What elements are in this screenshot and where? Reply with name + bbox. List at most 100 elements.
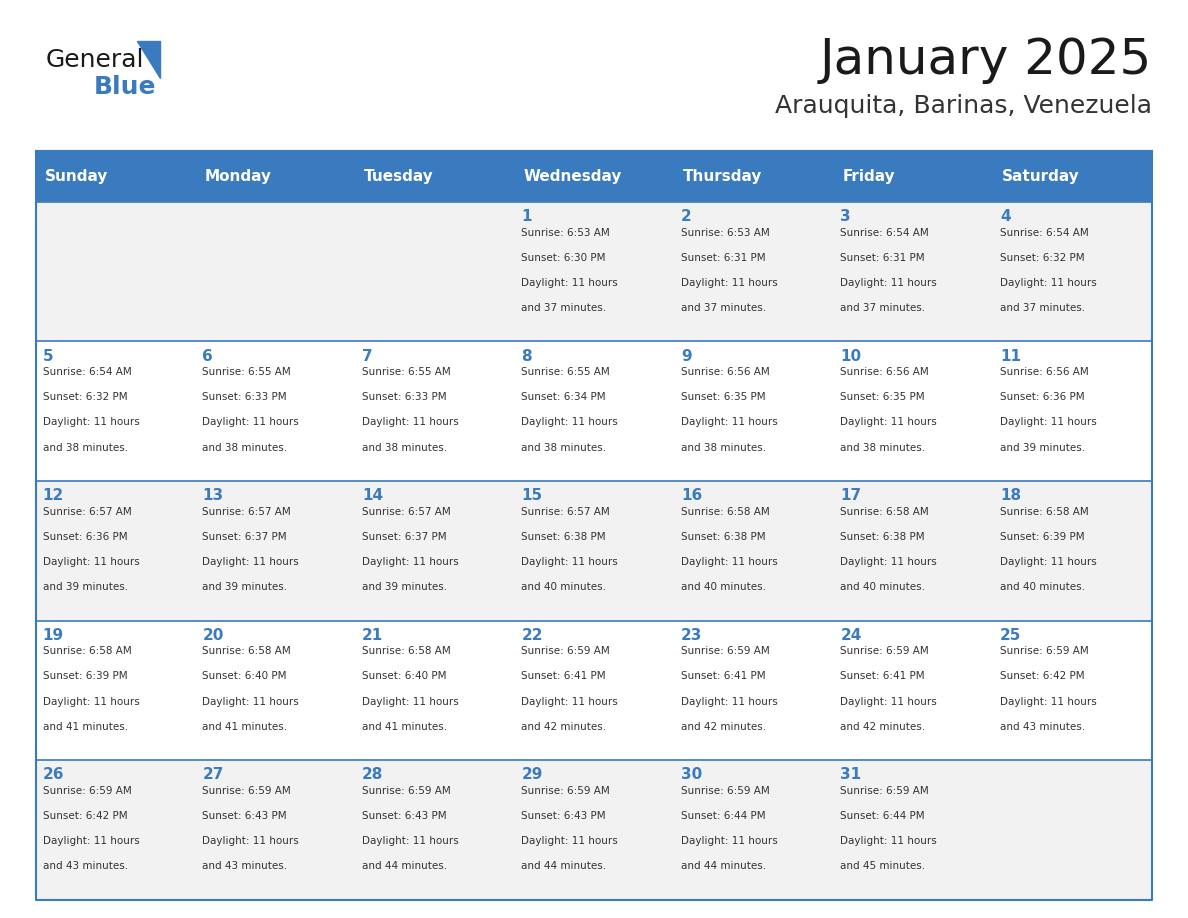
Text: and 40 minutes.: and 40 minutes.: [681, 582, 766, 592]
Text: Wednesday: Wednesday: [524, 169, 623, 185]
Text: Sunset: 6:43 PM: Sunset: 6:43 PM: [202, 811, 287, 821]
Text: Sunrise: 6:59 AM: Sunrise: 6:59 AM: [840, 786, 929, 796]
FancyBboxPatch shape: [514, 202, 674, 341]
Text: Daylight: 11 hours: Daylight: 11 hours: [362, 557, 459, 567]
Text: Daylight: 11 hours: Daylight: 11 hours: [681, 557, 778, 567]
Text: and 42 minutes.: and 42 minutes.: [681, 722, 766, 732]
Text: Daylight: 11 hours: Daylight: 11 hours: [522, 557, 618, 567]
Text: Sunrise: 6:57 AM: Sunrise: 6:57 AM: [202, 507, 291, 517]
FancyBboxPatch shape: [674, 621, 833, 760]
Text: Sunset: 6:37 PM: Sunset: 6:37 PM: [362, 532, 447, 542]
Text: and 39 minutes.: and 39 minutes.: [43, 582, 128, 592]
FancyBboxPatch shape: [195, 151, 355, 202]
FancyBboxPatch shape: [993, 341, 1152, 481]
Text: Sunrise: 6:59 AM: Sunrise: 6:59 AM: [1000, 646, 1088, 656]
FancyBboxPatch shape: [514, 481, 674, 621]
Text: Sunrise: 6:59 AM: Sunrise: 6:59 AM: [522, 646, 611, 656]
Text: 18: 18: [1000, 488, 1020, 503]
Text: Sunset: 6:31 PM: Sunset: 6:31 PM: [840, 252, 925, 263]
Text: and 40 minutes.: and 40 minutes.: [1000, 582, 1085, 592]
Text: Daylight: 11 hours: Daylight: 11 hours: [202, 418, 299, 428]
Text: Sunset: 6:39 PM: Sunset: 6:39 PM: [1000, 532, 1085, 542]
FancyBboxPatch shape: [36, 151, 195, 202]
Text: 11: 11: [1000, 349, 1020, 364]
Text: 14: 14: [362, 488, 383, 503]
Text: and 38 minutes.: and 38 minutes.: [362, 442, 447, 453]
FancyBboxPatch shape: [674, 481, 833, 621]
FancyBboxPatch shape: [355, 621, 514, 760]
Text: Sunrise: 6:55 AM: Sunrise: 6:55 AM: [362, 367, 450, 377]
Text: Sunset: 6:40 PM: Sunset: 6:40 PM: [202, 671, 286, 681]
FancyBboxPatch shape: [833, 760, 993, 900]
FancyBboxPatch shape: [355, 341, 514, 481]
Text: Sunset: 6:35 PM: Sunset: 6:35 PM: [681, 392, 765, 402]
Text: Sunrise: 6:57 AM: Sunrise: 6:57 AM: [362, 507, 450, 517]
Text: and 37 minutes.: and 37 minutes.: [1000, 303, 1085, 313]
Text: 31: 31: [840, 767, 861, 782]
FancyBboxPatch shape: [355, 760, 514, 900]
Text: 8: 8: [522, 349, 532, 364]
Text: Sunset: 6:34 PM: Sunset: 6:34 PM: [522, 392, 606, 402]
Text: Sunset: 6:43 PM: Sunset: 6:43 PM: [522, 811, 606, 821]
Text: Sunrise: 6:54 AM: Sunrise: 6:54 AM: [1000, 228, 1088, 238]
Text: 23: 23: [681, 628, 702, 643]
Text: 30: 30: [681, 767, 702, 782]
Text: General: General: [46, 48, 144, 72]
Text: 15: 15: [522, 488, 543, 503]
Text: January 2025: January 2025: [820, 36, 1152, 84]
Text: Sunrise: 6:59 AM: Sunrise: 6:59 AM: [202, 786, 291, 796]
Text: Sunrise: 6:59 AM: Sunrise: 6:59 AM: [681, 786, 770, 796]
Text: Sunrise: 6:56 AM: Sunrise: 6:56 AM: [840, 367, 929, 377]
Text: 9: 9: [681, 349, 691, 364]
Text: 19: 19: [43, 628, 64, 643]
Text: and 38 minutes.: and 38 minutes.: [840, 442, 925, 453]
Text: Daylight: 11 hours: Daylight: 11 hours: [362, 418, 459, 428]
FancyBboxPatch shape: [674, 341, 833, 481]
Text: Daylight: 11 hours: Daylight: 11 hours: [43, 418, 139, 428]
Text: 16: 16: [681, 488, 702, 503]
Text: and 39 minutes.: and 39 minutes.: [362, 582, 447, 592]
Text: Sunset: 6:41 PM: Sunset: 6:41 PM: [522, 671, 606, 681]
Text: Daylight: 11 hours: Daylight: 11 hours: [522, 278, 618, 288]
Text: and 40 minutes.: and 40 minutes.: [840, 582, 925, 592]
Text: Sunrise: 6:57 AM: Sunrise: 6:57 AM: [43, 507, 132, 517]
Text: Sunrise: 6:58 AM: Sunrise: 6:58 AM: [681, 507, 770, 517]
Text: 7: 7: [362, 349, 373, 364]
FancyBboxPatch shape: [833, 481, 993, 621]
Text: Sunrise: 6:58 AM: Sunrise: 6:58 AM: [840, 507, 929, 517]
FancyBboxPatch shape: [993, 621, 1152, 760]
Text: Saturday: Saturday: [1003, 169, 1080, 185]
Text: and 40 minutes.: and 40 minutes.: [522, 582, 606, 592]
FancyBboxPatch shape: [514, 151, 674, 202]
Text: Sunset: 6:44 PM: Sunset: 6:44 PM: [681, 811, 765, 821]
Text: and 38 minutes.: and 38 minutes.: [43, 442, 128, 453]
Text: Sunset: 6:35 PM: Sunset: 6:35 PM: [840, 392, 925, 402]
Text: Tuesday: Tuesday: [365, 169, 434, 185]
FancyBboxPatch shape: [195, 202, 355, 341]
Text: Sunrise: 6:58 AM: Sunrise: 6:58 AM: [362, 646, 450, 656]
Text: Sunrise: 6:56 AM: Sunrise: 6:56 AM: [1000, 367, 1088, 377]
Text: Sunrise: 6:57 AM: Sunrise: 6:57 AM: [522, 507, 611, 517]
FancyBboxPatch shape: [833, 202, 993, 341]
Text: Sunset: 6:42 PM: Sunset: 6:42 PM: [1000, 671, 1085, 681]
Text: Daylight: 11 hours: Daylight: 11 hours: [202, 836, 299, 846]
Text: Sunset: 6:41 PM: Sunset: 6:41 PM: [840, 671, 925, 681]
Text: 27: 27: [202, 767, 223, 782]
Text: Daylight: 11 hours: Daylight: 11 hours: [522, 697, 618, 707]
Text: Sunset: 6:33 PM: Sunset: 6:33 PM: [202, 392, 287, 402]
Text: Blue: Blue: [94, 75, 156, 99]
Text: and 38 minutes.: and 38 minutes.: [522, 442, 607, 453]
Text: Thursday: Thursday: [683, 169, 763, 185]
Text: and 42 minutes.: and 42 minutes.: [522, 722, 607, 732]
Text: and 38 minutes.: and 38 minutes.: [202, 442, 287, 453]
Text: Sunset: 6:32 PM: Sunset: 6:32 PM: [1000, 252, 1085, 263]
Text: Sunset: 6:37 PM: Sunset: 6:37 PM: [202, 532, 287, 542]
FancyBboxPatch shape: [36, 341, 195, 481]
Text: and 41 minutes.: and 41 minutes.: [362, 722, 447, 732]
Text: Daylight: 11 hours: Daylight: 11 hours: [681, 697, 778, 707]
FancyBboxPatch shape: [993, 151, 1152, 202]
Text: Daylight: 11 hours: Daylight: 11 hours: [681, 836, 778, 846]
Text: Sunrise: 6:59 AM: Sunrise: 6:59 AM: [362, 786, 450, 796]
FancyBboxPatch shape: [993, 481, 1152, 621]
FancyBboxPatch shape: [355, 151, 514, 202]
